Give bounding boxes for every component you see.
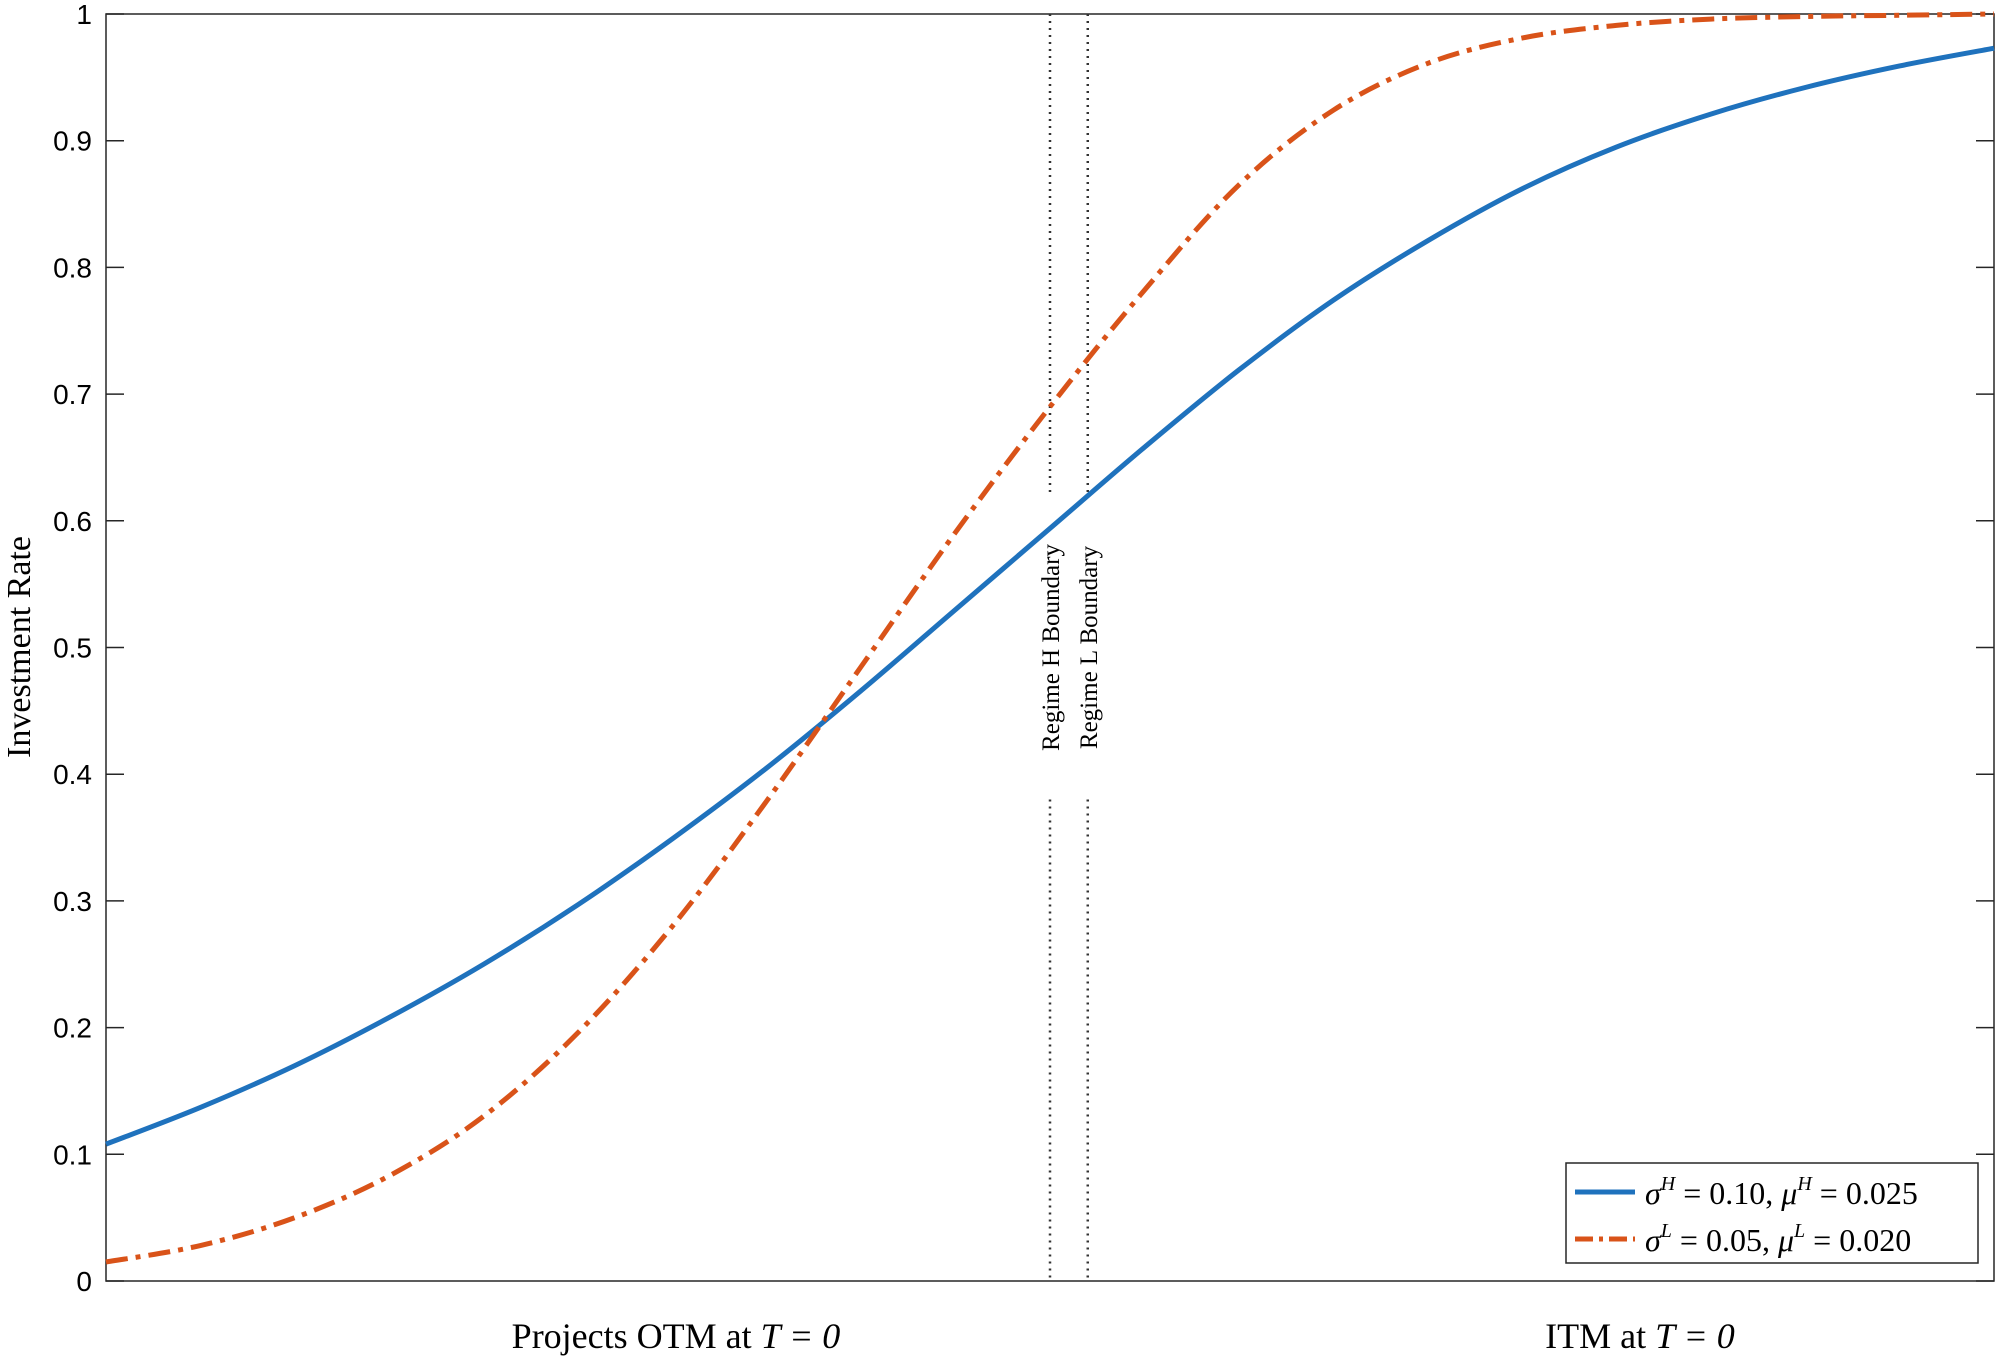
legend-high-sigma-value: = 0.10, — [1675, 1175, 1781, 1211]
legend-low-mu-value: = 0.020 — [1805, 1222, 1911, 1258]
y-tick-label: 0.1 — [53, 1139, 92, 1170]
regime-boundaries: Regime H Boundary Regime L Boundary — [1038, 14, 1103, 1281]
boundary-label: Regime H Boundary — [1038, 544, 1065, 751]
legend-low-sigma: σ — [1645, 1222, 1662, 1258]
y-tick-label: 0.3 — [53, 886, 92, 917]
x-annotation-left: Projects OTM at T = 0 — [512, 1316, 841, 1356]
x-annotation-left-math: T = 0 — [761, 1316, 841, 1356]
x-annotation-right-math: T = 0 — [1655, 1316, 1735, 1356]
x-annotation-right-text: ITM at — [1545, 1316, 1655, 1356]
y-tick-label: 0.8 — [53, 252, 92, 283]
x-annotation-right: ITM at T = 0 — [1545, 1316, 1735, 1356]
legend-high-sigma-sup: H — [1660, 1173, 1677, 1195]
y-tick-label: 1 — [76, 0, 92, 30]
legend-low-mu: μ — [1777, 1222, 1794, 1258]
legend-low-sigma-sup: L — [1660, 1220, 1672, 1242]
series-lines — [105, 11, 1995, 1265]
series-line-high — [105, 45, 1995, 1147]
legend-high-mu: μ — [1780, 1175, 1797, 1211]
legend-entry-high: σH = 0.10, μH = 0.025 — [1645, 1173, 1918, 1211]
y-tick-label: 0.4 — [53, 759, 92, 790]
x-annotation-left-text: Projects OTM at — [512, 1316, 761, 1356]
boundary-label: Regime L Boundary — [1076, 545, 1103, 749]
legend: σH = 0.10, μH = 0.025 σL = 0.05, μL = 0.… — [1565, 1162, 1979, 1264]
legend-high-mu-sup: H — [1796, 1173, 1813, 1195]
y-tick-label: 0.7 — [53, 379, 92, 410]
y-tick-label: 0.6 — [53, 506, 92, 537]
legend-high-sigma: σ — [1645, 1175, 1662, 1211]
legend-box — [1565, 1162, 1979, 1264]
legend-low-mu-sup: L — [1793, 1220, 1805, 1242]
legend-low-sigma-value: = 0.05, — [1672, 1222, 1778, 1258]
y-tick-label: 0.2 — [53, 1013, 92, 1044]
y-tick-label: 0.5 — [53, 633, 92, 664]
axis-ticks: 0 0.1 0.2 0.3 0.4 0.5 0.6 0.7 0.8 0.9 1 — [53, 0, 1994, 1297]
y-tick-label: 0.9 — [53, 126, 92, 157]
y-axis-label: Investment Rate — [1, 536, 38, 758]
series-line-low — [105, 11, 1995, 1265]
legend-high-mu-value: = 0.025 — [1812, 1175, 1918, 1211]
y-tick-label: 0 — [76, 1266, 92, 1297]
legend-entry-low: σL = 0.05, μL = 0.020 — [1645, 1220, 1911, 1258]
